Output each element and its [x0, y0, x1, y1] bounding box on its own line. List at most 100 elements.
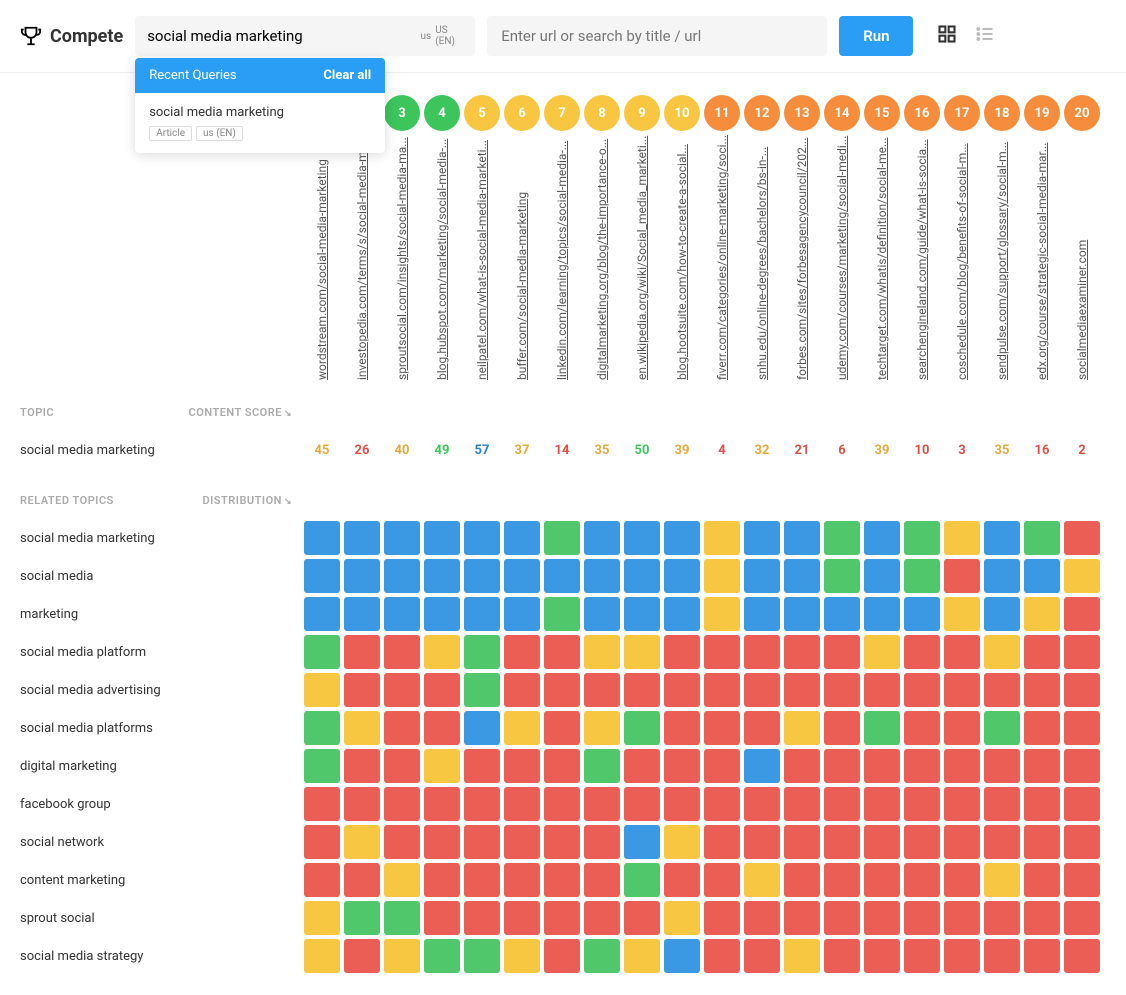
heatmap-cell[interactable] [384, 635, 420, 669]
run-button[interactable]: Run [839, 16, 913, 56]
heatmap-cell[interactable] [1024, 901, 1060, 935]
heatmap-cell[interactable] [784, 787, 820, 821]
heatmap-cell[interactable] [624, 521, 660, 555]
heatmap-cell[interactable] [424, 597, 460, 631]
search-input[interactable] [147, 27, 420, 45]
heatmap-cell[interactable] [544, 825, 580, 859]
heatmap-cell[interactable] [1024, 597, 1060, 631]
heatmap-cell[interactable] [1024, 749, 1060, 783]
heatmap-cell[interactable] [784, 635, 820, 669]
heatmap-cell[interactable] [984, 939, 1020, 973]
grid-view-icon[interactable] [937, 24, 957, 48]
rank-pill[interactable]: 19 [1024, 95, 1060, 131]
heatmap-cell[interactable] [784, 559, 820, 593]
heatmap-cell[interactable] [424, 825, 460, 859]
heatmap-cell[interactable] [744, 635, 780, 669]
heatmap-cell[interactable] [304, 673, 340, 707]
competitor-url[interactable]: blog.hubspot.com/marketing/social-media-… [435, 139, 449, 380]
heatmap-cell[interactable] [944, 939, 980, 973]
heatmap-cell[interactable] [984, 559, 1020, 593]
heatmap-cell[interactable] [504, 597, 540, 631]
heatmap-cell[interactable] [384, 863, 420, 897]
heatmap-cell[interactable] [664, 825, 700, 859]
heatmap-cell[interactable] [944, 521, 980, 555]
heatmap-cell[interactable] [984, 749, 1020, 783]
search-box[interactable]: us US (EN) Recent Queries Clear all soci… [135, 16, 475, 56]
heatmap-cell[interactable] [704, 635, 740, 669]
heatmap-cell[interactable] [664, 711, 700, 745]
heatmap-cell[interactable] [744, 901, 780, 935]
heatmap-cell[interactable] [824, 521, 860, 555]
heatmap-cell[interactable] [384, 825, 420, 859]
heatmap-cell[interactable] [584, 673, 620, 707]
heatmap-cell[interactable] [864, 749, 900, 783]
heatmap-cell[interactable] [984, 825, 1020, 859]
heatmap-cell[interactable] [464, 787, 500, 821]
competitor-url[interactable]: neilpatel.com/what-is-social-media-marke… [475, 140, 489, 380]
heatmap-cell[interactable] [504, 749, 540, 783]
heatmap-cell[interactable] [704, 597, 740, 631]
competitor-url[interactable]: investopedia.com/terms/s/social-media-ma… [355, 135, 369, 380]
heatmap-cell[interactable] [944, 787, 980, 821]
rank-pill[interactable]: 15 [864, 95, 900, 131]
heatmap-cell[interactable] [984, 863, 1020, 897]
heatmap-cell[interactable] [664, 559, 700, 593]
competitor-url[interactable]: edx.org/course/strategic-social-media-ma… [1035, 143, 1049, 380]
heatmap-cell[interactable] [624, 863, 660, 897]
rank-pill[interactable]: 5 [464, 95, 500, 131]
heatmap-cell[interactable] [824, 863, 860, 897]
heatmap-cell[interactable] [1024, 939, 1060, 973]
heatmap-cell[interactable] [824, 825, 860, 859]
heatmap-cell[interactable] [544, 939, 580, 973]
heatmap-cell[interactable] [784, 863, 820, 897]
heatmap-cell[interactable] [1024, 673, 1060, 707]
heatmap-cell[interactable] [784, 825, 820, 859]
heatmap-cell[interactable] [664, 863, 700, 897]
rank-pill[interactable]: 7 [544, 95, 580, 131]
heatmap-cell[interactable] [704, 901, 740, 935]
heatmap-cell[interactable] [864, 711, 900, 745]
rank-pill[interactable]: 10 [664, 95, 700, 131]
heatmap-cell[interactable] [544, 521, 580, 555]
heatmap-cell[interactable] [984, 711, 1020, 745]
heatmap-cell[interactable] [344, 787, 380, 821]
heatmap-cell[interactable] [344, 559, 380, 593]
heatmap-cell[interactable] [344, 939, 380, 973]
heatmap-cell[interactable] [544, 863, 580, 897]
heatmap-cell[interactable] [624, 939, 660, 973]
heatmap-cell[interactable] [864, 635, 900, 669]
heatmap-cell[interactable] [624, 559, 660, 593]
heatmap-cell[interactable] [424, 635, 460, 669]
heatmap-cell[interactable] [424, 939, 460, 973]
heatmap-cell[interactable] [624, 635, 660, 669]
heatmap-cell[interactable] [824, 711, 860, 745]
heatmap-cell[interactable] [824, 673, 860, 707]
heatmap-cell[interactable] [824, 787, 860, 821]
heatmap-cell[interactable] [904, 635, 940, 669]
heatmap-cell[interactable] [864, 673, 900, 707]
heatmap-cell[interactable] [744, 521, 780, 555]
heatmap-cell[interactable] [544, 711, 580, 745]
heatmap-cell[interactable] [304, 787, 340, 821]
heatmap-cell[interactable] [744, 939, 780, 973]
heatmap-cell[interactable] [584, 787, 620, 821]
competitor-url[interactable]: fiverr.com/categories/online-marketing/s… [715, 135, 729, 380]
recent-query-item[interactable]: social media marketing Article us (EN) [135, 93, 385, 153]
heatmap-cell[interactable] [504, 673, 540, 707]
heatmap-cell[interactable] [584, 825, 620, 859]
heatmap-cell[interactable] [744, 673, 780, 707]
heatmap-cell[interactable] [984, 673, 1020, 707]
heatmap-cell[interactable] [384, 749, 420, 783]
heatmap-cell[interactable] [784, 711, 820, 745]
heatmap-cell[interactable] [824, 939, 860, 973]
heatmap-cell[interactable] [824, 901, 860, 935]
heatmap-cell[interactable] [384, 711, 420, 745]
heatmap-cell[interactable] [1064, 673, 1100, 707]
rank-pill[interactable]: 17 [944, 95, 980, 131]
rank-pill[interactable]: 4 [424, 95, 460, 131]
heatmap-cell[interactable] [384, 939, 420, 973]
heatmap-cell[interactable] [784, 939, 820, 973]
heatmap-cell[interactable] [464, 597, 500, 631]
heatmap-cell[interactable] [624, 787, 660, 821]
heatmap-cell[interactable] [864, 559, 900, 593]
